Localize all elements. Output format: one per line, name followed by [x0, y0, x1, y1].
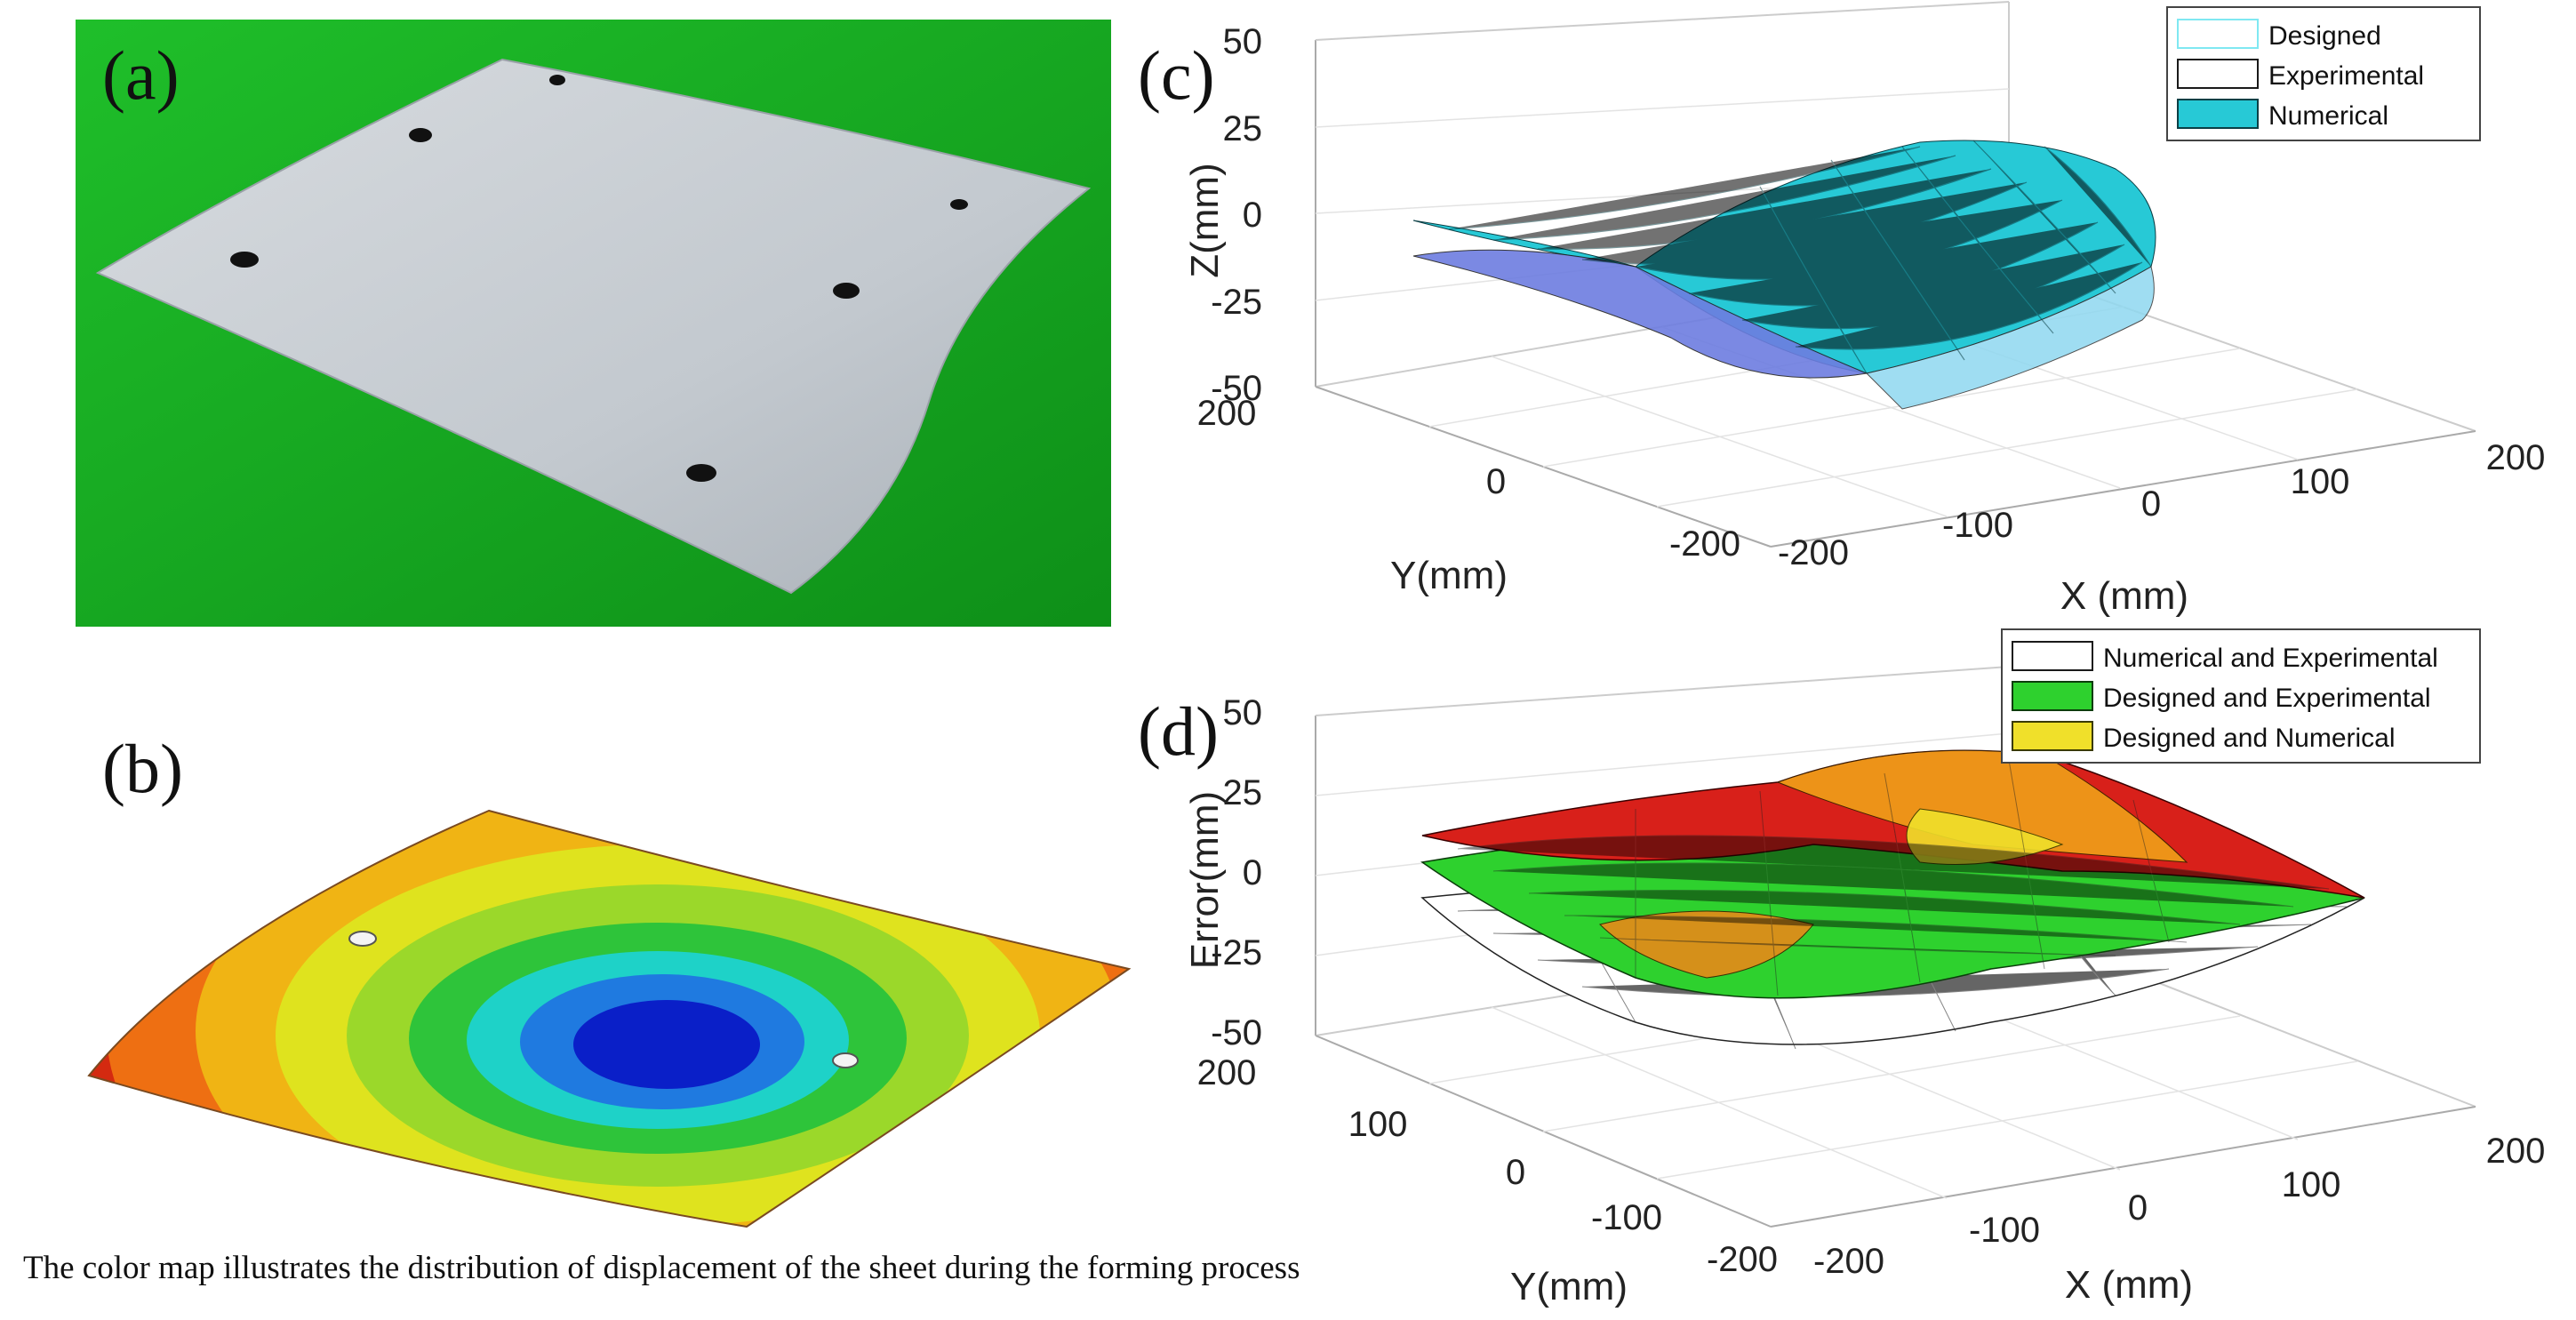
legend-entry: Experimental: [2177, 59, 2424, 91]
axis-ticks-x: -200 -100 0 100 200: [1813, 1132, 2545, 1281]
legend-label: Designed and Numerical: [2103, 724, 2396, 753]
hole-marker: [409, 128, 432, 142]
legend-entry: Designed and Numerical: [2012, 721, 2396, 753]
z-tick: -50: [1211, 1013, 1262, 1052]
y-tick: 200: [1197, 394, 1257, 433]
x-tick: 200: [2486, 438, 2546, 477]
axis-ticks-x: -200 -100 0 100 200: [1778, 438, 2545, 572]
panel-label-c: (c): [1138, 36, 1215, 114]
legend: Designed Experimental Numerical: [2166, 6, 2481, 141]
x-tick: 0: [2141, 484, 2161, 524]
y-axis-label: Y(mm): [1390, 554, 1508, 597]
z-tick: -25: [1211, 283, 1262, 322]
z-tick: 0: [1243, 853, 1262, 892]
z-axis-label: Z(mm): [1183, 163, 1227, 278]
legend-entry: Designed and Experimental: [2012, 681, 2431, 713]
y-tick: -200: [1707, 1240, 1778, 1279]
displacement-colormap: [87, 809, 1132, 1228]
panel-d-chart: 50 25 0 -25 -50 Error(mm) 200 100 0 -100…: [1138, 604, 2576, 1316]
legend-entry: Designed: [2177, 19, 2381, 51]
legend-label: Designed and Experimental: [2103, 684, 2431, 713]
surface-chart-c: 50 25 0 -25 -50 Z(mm) 200 0 -200 Y(mm) -…: [1183, 1, 2545, 618]
designed-numerical-surface: [1421, 749, 2365, 899]
hole-marker: [230, 252, 259, 268]
axis-ticks-y: 200 100 0 -100 -200: [1197, 1053, 1778, 1279]
x-tick: 100: [2282, 1165, 2341, 1204]
y-tick: 200: [1197, 1053, 1257, 1092]
z-tick: 50: [1223, 693, 1263, 732]
x-tick: -200: [1813, 1242, 1884, 1281]
z-axis-label: Error(mm): [1183, 791, 1227, 969]
surface-chart-d: 50 25 0 -25 -50 Error(mm) 200 100 0 -100…: [1183, 628, 2545, 1308]
z-tick: -25: [1211, 933, 1262, 972]
axis-ticks-z: 50 25 0 -25 -50: [1211, 22, 1262, 408]
x-axis-label: X (mm): [2065, 1263, 2193, 1307]
hole-marker: [549, 75, 565, 85]
y-tick: 0: [1486, 462, 1506, 501]
figure-caption: The color map illustrates the distributi…: [23, 1250, 1300, 1286]
panel-label-a: (a): [102, 36, 180, 114]
x-tick: -100: [1942, 506, 2013, 545]
panel-a-photo: (a): [76, 20, 1111, 627]
legend: Numerical and Experimental Designed and …: [2001, 628, 2481, 764]
axis-ticks-y: 200 0 -200: [1197, 394, 1740, 564]
z-tick: 50: [1223, 22, 1263, 61]
legend-entry: Numerical: [2177, 99, 2388, 131]
z-tick: 25: [1223, 773, 1263, 812]
z-tick: -50: [1211, 369, 1262, 408]
panel-label-b: (b): [102, 730, 183, 807]
y-tick: 0: [1506, 1153, 1525, 1192]
hole-marker: [833, 283, 860, 299]
x-axis-label: X (mm): [2060, 574, 2188, 618]
z-tick: 25: [1223, 109, 1263, 148]
mesh-lines: [1448, 140, 2152, 374]
y-tick: -200: [1669, 524, 1740, 564]
metal-sheet: [95, 58, 1092, 595]
x-tick: 200: [2486, 1132, 2546, 1171]
hole-marker: [348, 931, 377, 947]
y-tick: -100: [1591, 1198, 1662, 1237]
legend-label: Experimental: [2268, 61, 2424, 91]
axis-ticks-z: 50 25 0 -25 -50: [1211, 693, 1262, 1052]
panel-b-colormap: (b): [71, 711, 1138, 1236]
panel-label-d: (d): [1138, 692, 1219, 770]
hole-marker: [686, 464, 716, 482]
legend-label: Designed: [2268, 21, 2381, 51]
legend-entry: Numerical and Experimental: [2012, 641, 2438, 673]
legend-label: Numerical and Experimental: [2103, 644, 2438, 673]
x-tick: -200: [1778, 533, 1849, 572]
legend-label: Numerical: [2268, 101, 2388, 131]
formed-sheet-photo: [76, 20, 1111, 627]
x-tick: 0: [2128, 1188, 2148, 1228]
z-tick: 0: [1243, 196, 1262, 235]
hole-marker: [950, 199, 968, 210]
mesh-lines: [1457, 759, 2330, 996]
y-axis-label: Y(mm): [1510, 1265, 1628, 1308]
x-tick: 100: [2291, 462, 2350, 501]
x-tick: -100: [1969, 1211, 2040, 1250]
y-tick: 100: [1348, 1105, 1408, 1144]
panel-c-chart: 50 25 0 -25 -50 Z(mm) 200 0 -200 Y(mm) -…: [1138, 0, 2576, 622]
hole-marker: [832, 1052, 859, 1068]
